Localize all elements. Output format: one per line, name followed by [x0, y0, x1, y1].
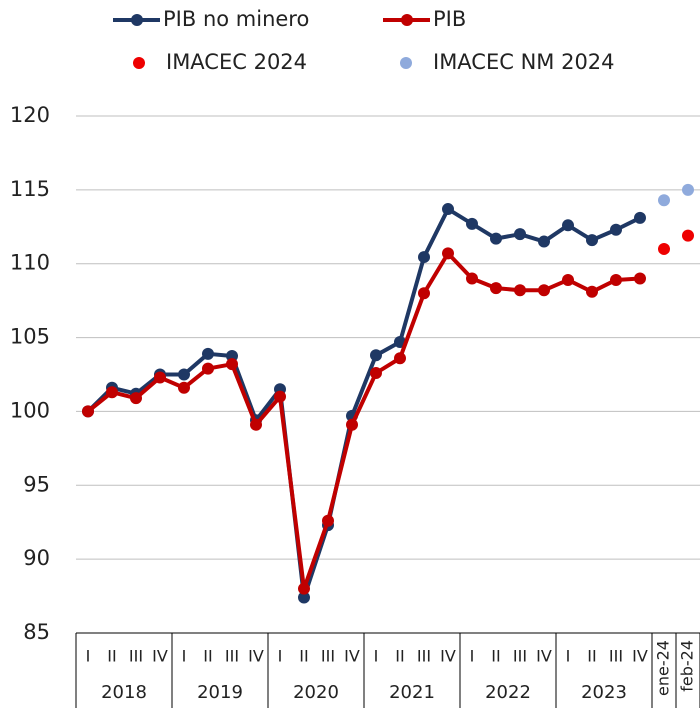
x-tick-label: I	[374, 647, 379, 666]
series-marker	[562, 219, 574, 232]
series-marker	[346, 418, 358, 431]
series-marker	[130, 392, 142, 405]
x-group-label: 2020	[293, 682, 339, 703]
series-marker	[442, 203, 454, 216]
x-tick-label: IV	[440, 647, 456, 666]
x-tick-label: II	[107, 647, 116, 666]
x-tick-label: III	[609, 647, 623, 666]
x-tick-label: II	[299, 647, 308, 666]
series-dot	[682, 229, 694, 242]
x-group-label: 2023	[581, 682, 627, 703]
legend-marker	[133, 57, 145, 69]
series-marker	[250, 418, 262, 431]
series-marker	[514, 228, 526, 241]
series-marker	[514, 284, 526, 297]
series-marker	[466, 272, 478, 285]
x-tick-label: III	[417, 647, 431, 666]
x-tick-label: II	[395, 647, 404, 666]
series-marker	[322, 514, 334, 527]
series-dot	[658, 194, 670, 207]
series-marker	[562, 273, 574, 286]
series-marker	[490, 232, 502, 245]
series-marker	[298, 591, 310, 604]
y-tick-label: 100	[10, 398, 50, 422]
legend-label: PIB no minero	[163, 7, 309, 31]
series-marker	[370, 367, 382, 380]
y-tick-label: 120	[10, 103, 50, 127]
series-marker	[538, 284, 550, 297]
series-marker	[538, 235, 550, 248]
series-marker	[418, 287, 430, 300]
x-tick-label: IV	[536, 647, 552, 666]
x-group-label: 2019	[197, 682, 243, 703]
series-marker	[610, 223, 622, 236]
series-marker	[634, 211, 646, 224]
x-tick-label: II	[587, 647, 596, 666]
y-tick-label: 95	[23, 472, 50, 496]
y-tick-label: 110	[10, 251, 50, 275]
x-tick-label: I	[278, 647, 283, 666]
y-tick-label: 90	[23, 546, 50, 570]
series-marker	[178, 381, 190, 394]
x-tick-label: IV	[152, 647, 168, 666]
x-tick-label: IV	[632, 647, 648, 666]
x-tick-label: IV	[248, 647, 264, 666]
y-tick-label: 115	[10, 177, 50, 201]
y-tick-label: 85	[23, 620, 50, 644]
x-tick-label: I	[470, 647, 475, 666]
series-marker	[226, 358, 238, 371]
x-group-label: 2021	[389, 682, 435, 703]
series-marker	[82, 405, 94, 418]
series-line	[86, 251, 641, 591]
series-marker	[442, 247, 454, 260]
y-tick-label: 105	[10, 325, 50, 349]
series-marker	[106, 386, 118, 399]
series-dot	[658, 242, 670, 255]
x-group-label: 2018	[101, 682, 147, 703]
series-marker	[202, 362, 214, 375]
series-marker	[466, 217, 478, 230]
legend-marker	[131, 14, 143, 26]
legend-label: PIB	[433, 7, 466, 31]
x-tick-label: III	[321, 647, 335, 666]
series-marker	[634, 272, 646, 285]
x-tick-label: III	[513, 647, 527, 666]
series-marker	[154, 371, 166, 384]
legend-marker	[401, 14, 413, 26]
legend-label: IMACEC 2024	[166, 50, 307, 74]
series-marker	[418, 251, 430, 264]
series-marker	[586, 285, 598, 298]
legend-marker	[400, 57, 412, 69]
series-marker	[178, 368, 190, 381]
legend-label: IMACEC NM 2024	[433, 50, 615, 74]
series-marker	[586, 234, 598, 247]
x-tick-label: I	[182, 647, 187, 666]
x-tick-label: II	[491, 647, 500, 666]
series-marker	[298, 582, 310, 595]
series-marker	[202, 347, 214, 360]
x-tick-label: IV	[344, 647, 360, 666]
series-marker	[394, 352, 406, 365]
x-tick-label: I	[566, 647, 571, 666]
series-marker	[274, 390, 286, 403]
x-tick-label: II	[203, 647, 212, 666]
series-marker	[370, 349, 382, 362]
x-tick-label: III	[129, 647, 143, 666]
x-tick-label: I	[86, 647, 91, 666]
x-tick-label: ene-24	[654, 640, 673, 696]
series-marker	[490, 282, 502, 295]
x-tick-label: III	[225, 647, 239, 666]
x-tick-label: feb-24	[678, 640, 697, 692]
series-marker	[610, 273, 622, 286]
series-dot	[682, 183, 694, 196]
x-group-label: 2022	[485, 682, 531, 703]
